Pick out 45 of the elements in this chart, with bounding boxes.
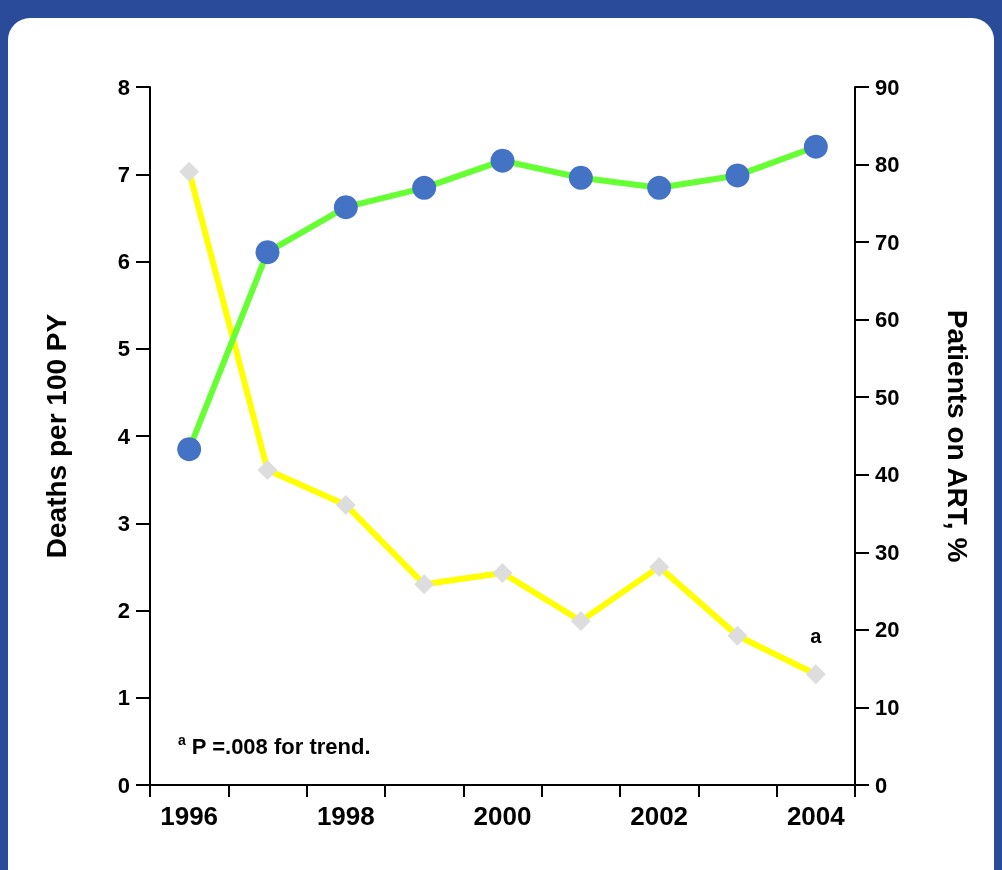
y-tick-label: 0	[117, 772, 130, 798]
y-tick-label: 6	[117, 249, 130, 274]
point	[412, 175, 437, 200]
x-tick-label: 1996	[160, 801, 219, 831]
x-tick-label: 1998	[316, 801, 375, 831]
annotation: a	[810, 625, 823, 648]
x-tick-label: 2002	[630, 801, 689, 831]
y2-axis-title: Patients on ART, %	[941, 309, 973, 563]
y-tick-label: 5	[117, 336, 130, 362]
y2-tick-label: 50	[875, 384, 900, 410]
y-tick-label: 8	[117, 74, 130, 100]
point	[414, 574, 435, 595]
y2-tick-label: 60	[875, 307, 900, 333]
point	[257, 460, 278, 481]
y2-tick-label: 90	[875, 74, 900, 100]
point	[177, 437, 202, 462]
x-tick-label: 2000	[473, 801, 532, 831]
point	[335, 494, 356, 515]
y-tick-label: 7	[117, 161, 130, 187]
point	[570, 610, 591, 631]
point	[333, 195, 358, 220]
point	[490, 148, 515, 173]
point	[647, 175, 672, 200]
point	[179, 161, 200, 182]
x-tick-label: 2004	[786, 801, 846, 831]
y-tick-label: 2	[117, 598, 130, 623]
point	[492, 562, 513, 583]
y2-tick-label: 30	[875, 539, 900, 565]
point	[725, 163, 750, 188]
y-tick-label: 3	[117, 510, 130, 536]
point	[727, 625, 748, 646]
y-tick-label: 1	[117, 685, 130, 711]
point	[255, 240, 280, 265]
point	[649, 556, 670, 577]
y2-tick-label: 20	[875, 617, 900, 643]
point	[805, 664, 826, 685]
point	[803, 134, 828, 159]
y-tick-label: 4	[117, 423, 131, 449]
y2-tick-label: 80	[875, 152, 900, 178]
y2-tick-label: 10	[875, 694, 900, 720]
y2-tick-label: 70	[875, 229, 900, 255]
point	[568, 165, 593, 190]
y-axis-title: Deaths per 100 PY	[40, 313, 72, 559]
y2-tick-label: 0	[875, 772, 888, 798]
y2-tick-label: 40	[875, 462, 900, 488]
